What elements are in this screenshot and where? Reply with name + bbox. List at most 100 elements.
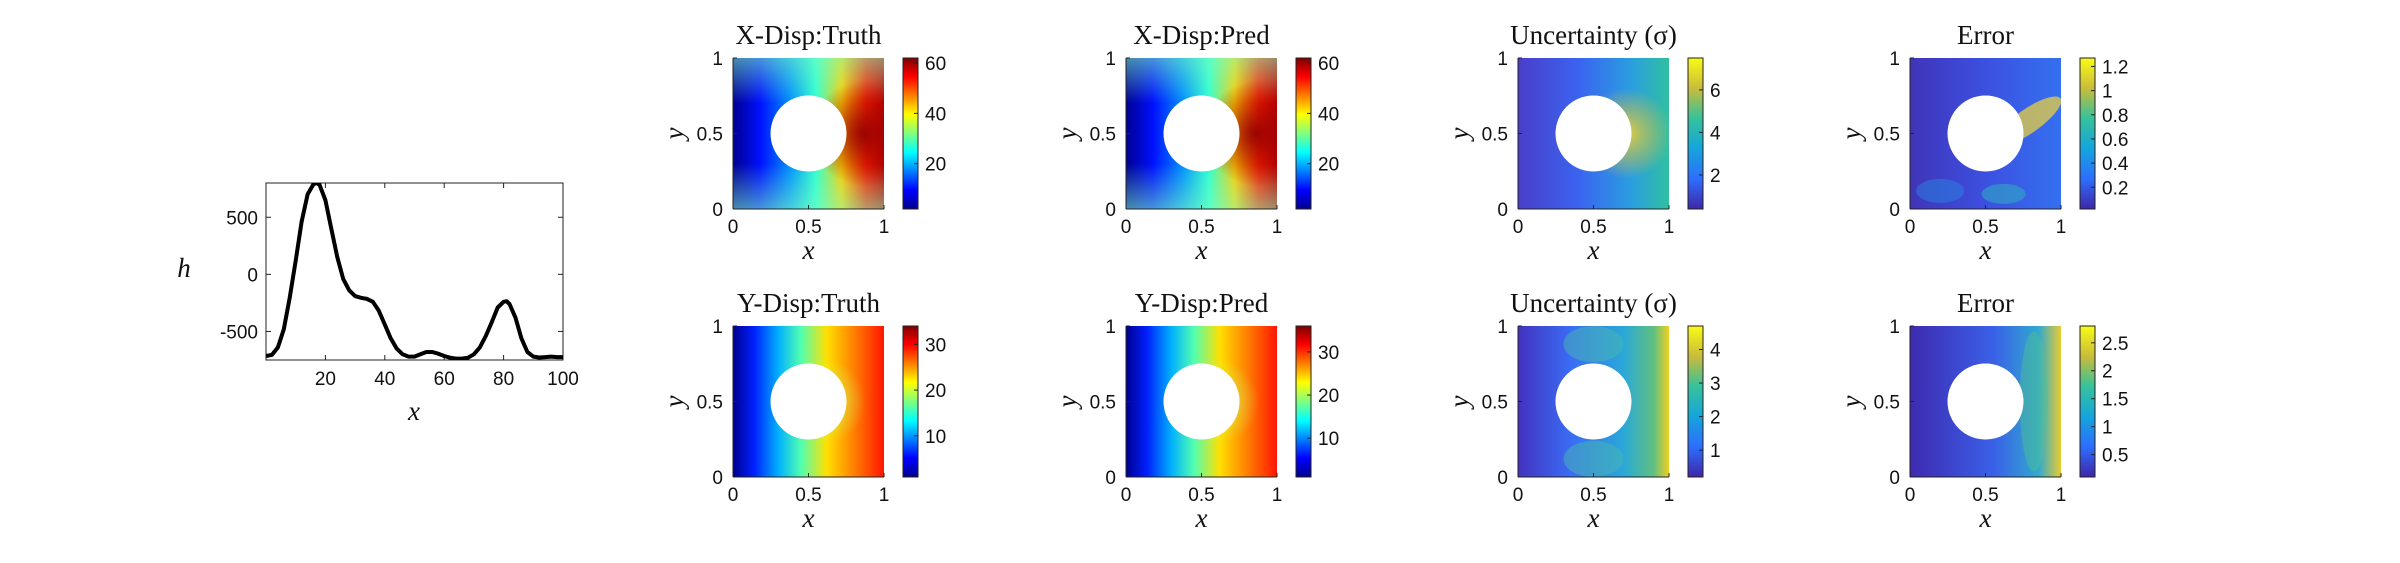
x-tick-label: 0 [1905,485,1916,506]
x-tick-label: 1 [879,217,890,238]
y-axis-label: y [1836,395,1866,410]
y-axis-label: y [1836,127,1866,142]
x-tick-label: 0 [1905,217,1916,238]
y-tick-label: 0 [1105,468,1116,489]
x-tick-label: 1 [1272,217,1283,238]
heatmap-panel: 0 0.5 1 0 0.5 1 Error x y 1.2 1 0.8 0.6 0.4 0.2 [1836,20,2129,265]
y-tick-label: 0 [1497,468,1508,489]
colorbar [902,57,919,210]
y-tick-label: 0.5 [1874,125,1900,146]
x-tick-label: 0.5 [795,217,821,238]
x-tick-label: 0 [1513,485,1524,506]
colorbar-tick-label: 10 [925,427,946,448]
colorbar-tick-label: 60 [1318,54,1339,75]
colorbar [1687,57,1704,210]
panel-title: Error [1957,20,2014,50]
panel-title: Uncertainty (σ) [1510,288,1677,318]
y-axis-label: y [659,127,689,142]
hole [1163,363,1240,440]
x-tick-label: 1 [1664,485,1675,506]
heatmap-field [1518,326,1669,477]
line-plot-ticks: 20 40 60 80 100 500 0 -500 [220,183,579,390]
x-axis-label: x [1587,503,1600,533]
y-tick-label: 1 [1497,49,1508,70]
hole [770,95,847,172]
heatmap-panel: 0 0.5 1 0 0.5 1 Error x y 2.5 2 1.5 1 0.5 [1836,288,2128,533]
x-tick-label: 1 [2056,217,2067,238]
y-tick-label: 0 [1889,200,1900,221]
colorbar-tick-label: 60 [925,54,946,75]
y-tick-label: 0.5 [1482,393,1508,414]
colorbar [2079,57,2096,210]
colorbar-tick-label: 1.2 [2102,57,2128,78]
colorbar-tick-label: 30 [1318,343,1339,364]
colorbar-tick-label: 1 [2102,82,2113,103]
line-panel: 20 40 60 80 100 500 0 -500 x h [177,182,579,426]
colorbar [902,325,919,478]
x-tick-label: 0 [1513,217,1524,238]
x-tick-label: 0 [1121,217,1132,238]
y-tick-label: -500 [220,322,258,343]
y-tick-label: 1 [1105,317,1116,338]
y-tick-label: 500 [226,208,258,229]
colorbar-tick-label: 2.5 [2102,334,2128,355]
heatmap-panel: 0 0.5 1 0 0.5 1 X-Disp:Pred x y 60 40 20 [1052,20,1339,265]
x-axis-label: x [1195,503,1208,533]
colorbar-tick-label: 40 [925,104,946,125]
x-tick-label: 1 [2056,485,2067,506]
y-tick-label: 0 [1497,200,1508,221]
colorbar-tick-label: 0.2 [2102,178,2128,199]
colorbar-tick-label: 2 [1710,408,1721,429]
x-tick-label: 0.5 [1580,217,1606,238]
y-tick-label: 0 [247,265,258,286]
x-tick-label: 80 [493,369,514,390]
x-tick-label: 0 [728,217,739,238]
y-tick-label: 0 [1105,200,1116,221]
colorbar-tick-label: 10 [1318,429,1339,450]
x-axis-label: x [1195,235,1208,265]
y-axis-label: y [1052,127,1082,142]
x-tick-label: 0 [728,485,739,506]
hole [770,363,847,440]
y-tick-label: 1 [712,317,723,338]
y-axis-label: y [659,395,689,410]
colorbar-tick-label: 6 [1710,81,1721,102]
y-tick-label: 0.5 [697,125,723,146]
x-axis-label: x [1587,235,1600,265]
hole [1555,95,1632,172]
x-axis-label: x [407,396,420,426]
colorbar-tick-label: 1.5 [2102,390,2128,411]
x-axis-label: x [1979,503,1992,533]
panel-title: Error [1957,288,2014,318]
colorbar-tick-label: 4 [1710,340,1721,361]
colorbar-tick-label: 0.8 [2102,106,2128,127]
y-tick-label: 0.5 [1874,393,1900,414]
colorbar-tick-label: 20 [925,381,946,402]
y-axis-label: y [1444,395,1474,410]
y-tick-label: 0.5 [1482,125,1508,146]
panel-title: X-Disp:Truth [735,20,882,50]
colorbar [1295,57,1312,210]
x-tick-label: 0.5 [1188,485,1214,506]
line-plot-frame [265,182,564,361]
hole [1555,363,1632,440]
hole [1947,95,2024,172]
colorbar-tick-label: 20 [925,155,946,176]
x-tick-label: 0 [1121,485,1132,506]
colorbar-tick-label: 20 [1318,386,1339,407]
x-tick-label: 0.5 [1972,485,1998,506]
x-tick-label: 100 [547,369,579,390]
colorbar-tick-label: 2 [2102,362,2113,383]
y-tick-label: 0.5 [697,393,723,414]
x-tick-label: 0.5 [1972,217,1998,238]
y-tick-label: 1 [712,49,723,70]
panel-title: Y-Disp:Pred [1135,288,1269,318]
colorbar-tick-label: 3 [1710,374,1721,395]
y-tick-label: 0 [712,200,723,221]
hole [1947,363,2024,440]
